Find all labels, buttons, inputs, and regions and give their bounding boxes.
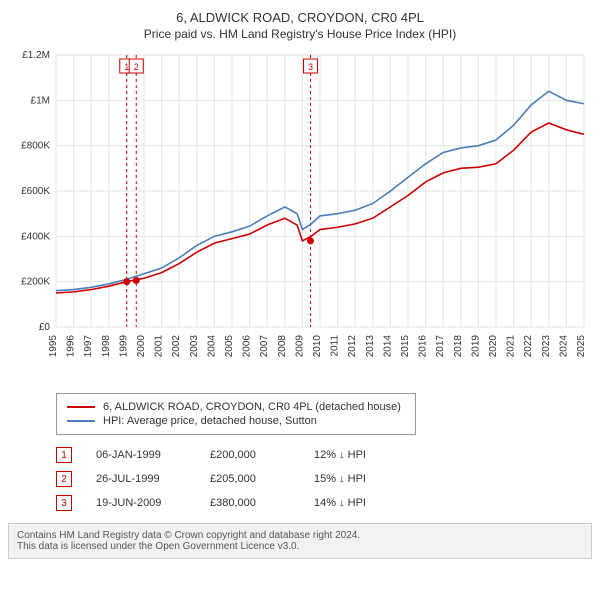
svg-text:2007: 2007: [259, 335, 270, 358]
svg-text:2001: 2001: [154, 335, 165, 358]
svg-text:2015: 2015: [400, 335, 411, 358]
svg-text:2003: 2003: [189, 335, 200, 358]
svg-text:2020: 2020: [488, 335, 499, 358]
svg-text:2018: 2018: [453, 335, 464, 358]
transaction-hpi-diff: 12% ↓ HPI: [314, 449, 404, 461]
transaction-price: £205,000: [210, 473, 290, 485]
svg-text:2006: 2006: [242, 335, 253, 358]
svg-text:£1M: £1M: [31, 95, 50, 106]
svg-text:2005: 2005: [224, 335, 235, 358]
transaction-row: 1 06-JAN-1999 £200,000 12% ↓ HPI: [56, 443, 592, 467]
legend-label: HPI: Average price, detached house, Sutt…: [103, 415, 317, 427]
svg-text:2012: 2012: [347, 335, 358, 358]
legend-swatch: [67, 406, 95, 408]
transaction-date: 19-JUN-2009: [96, 497, 186, 509]
svg-text:2014: 2014: [382, 335, 393, 358]
transaction-marker-num: 1: [56, 447, 72, 463]
transaction-date: 26-JUL-1999: [96, 473, 186, 485]
legend: 6, ALDWICK ROAD, CROYDON, CR0 4PL (detac…: [56, 393, 416, 435]
footnote-line-1: Contains HM Land Registry data © Crown c…: [17, 530, 583, 541]
transaction-row: 2 26-JUL-1999 £205,000 15% ↓ HPI: [56, 467, 592, 491]
svg-text:2000: 2000: [136, 335, 147, 358]
svg-text:1999: 1999: [118, 335, 129, 358]
svg-text:2017: 2017: [435, 335, 446, 358]
svg-text:2009: 2009: [294, 335, 305, 358]
legend-row: HPI: Average price, detached house, Sutt…: [67, 414, 405, 428]
svg-text:2013: 2013: [365, 335, 376, 358]
svg-text:1996: 1996: [66, 335, 77, 358]
legend-swatch: [67, 420, 95, 422]
transaction-marker-num: 2: [56, 471, 72, 487]
svg-text:2008: 2008: [277, 335, 288, 358]
transaction-price: £380,000: [210, 497, 290, 509]
svg-text:3: 3: [308, 62, 313, 72]
svg-text:2011: 2011: [330, 335, 341, 357]
svg-text:2: 2: [134, 62, 139, 72]
transaction-price: £200,000: [210, 449, 290, 461]
svg-text:2002: 2002: [171, 335, 182, 358]
svg-text:2010: 2010: [312, 335, 323, 358]
footnote: Contains HM Land Registry data © Crown c…: [8, 523, 592, 559]
transaction-hpi-diff: 14% ↓ HPI: [314, 497, 404, 509]
chart-title: 6, ALDWICK ROAD, CROYDON, CR0 4PL: [8, 10, 592, 25]
svg-text:2004: 2004: [206, 335, 217, 358]
svg-text:2024: 2024: [558, 335, 569, 358]
svg-text:2016: 2016: [418, 335, 429, 358]
svg-text:£600K: £600K: [21, 186, 50, 197]
chart-subtitle: Price paid vs. HM Land Registry's House …: [8, 27, 592, 41]
legend-row: 6, ALDWICK ROAD, CROYDON, CR0 4PL (detac…: [67, 400, 405, 414]
svg-text:£200K: £200K: [21, 277, 50, 288]
line-chart-svg: £0 £200K £400K £600K £800K £1M £1.2M 1995 1996 19…: [8, 47, 592, 387]
svg-text:1995: 1995: [48, 335, 59, 358]
transactions-table: 1 06-JAN-1999 £200,000 12% ↓ HPI 2 26-JUL-199…: [56, 443, 592, 515]
transaction-date: 06-JAN-1999: [96, 449, 186, 461]
svg-text:£800K: £800K: [21, 141, 50, 152]
transaction-hpi-diff: 15% ↓ HPI: [314, 473, 404, 485]
svg-text:£0: £0: [39, 322, 51, 333]
legend-label: 6, ALDWICK ROAD, CROYDON, CR0 4PL (detac…: [103, 401, 401, 413]
svg-text:2023: 2023: [541, 335, 552, 358]
svg-text:1997: 1997: [83, 335, 94, 358]
transaction-marker-num: 3: [56, 495, 72, 511]
transaction-row: 3 19-JUN-2009 £380,000 14% ↓ HPI: [56, 491, 592, 515]
svg-text:2022: 2022: [523, 335, 534, 358]
svg-text:£400K: £400K: [21, 231, 50, 242]
svg-text:2019: 2019: [470, 335, 481, 358]
svg-text:2021: 2021: [506, 335, 517, 358]
svg-text:2025: 2025: [576, 335, 587, 358]
svg-text:1998: 1998: [101, 335, 112, 358]
footnote-line-2: This data is licensed under the Open Gov…: [17, 541, 583, 552]
svg-text:£1.2M: £1.2M: [22, 50, 50, 61]
svg-text:1: 1: [124, 62, 129, 72]
chart-area: £0 £200K £400K £600K £800K £1M £1.2M 1995 1996 19…: [8, 47, 592, 387]
